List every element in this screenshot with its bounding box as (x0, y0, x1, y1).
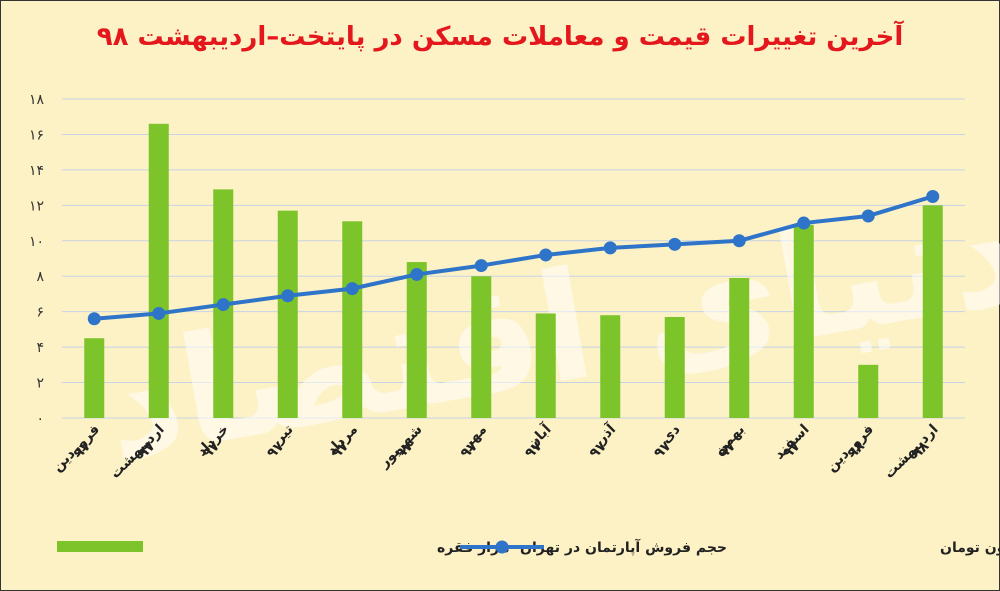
y-tick-label: ۱۸ (29, 92, 45, 108)
line-point (216, 298, 230, 312)
bar (858, 364, 879, 418)
line-point (797, 216, 811, 230)
y-tick-label: ۰ (36, 411, 44, 427)
line-point (281, 289, 295, 303)
bar (84, 338, 105, 418)
bar (535, 313, 556, 418)
line-point (668, 237, 682, 251)
line-point (926, 189, 940, 203)
line-point (732, 234, 746, 248)
bar (664, 316, 685, 418)
line-point (152, 306, 166, 320)
line-point (539, 248, 553, 262)
bar (406, 262, 427, 418)
legend-line-label: متوسط قیمت مسکن در تهران- مترمربع به میل… (940, 540, 1000, 556)
bar (148, 123, 169, 419)
y-tick-label: ۱۲ (29, 198, 44, 214)
y-tick-label: ۸ (36, 269, 44, 285)
bar (793, 224, 814, 418)
y-tick-label: ۱۴ (29, 163, 44, 179)
y-tick-label: ۴ (36, 340, 44, 356)
line-point (474, 259, 488, 273)
chart-title: آخرین تغییرات قیمت و معاملات مسکن در پای… (96, 22, 904, 52)
legend-bar-swatch (57, 541, 143, 552)
y-tick-label: ۱۶ (29, 127, 44, 143)
line-point (603, 241, 617, 255)
legend-bar-label: حجم فروش آپارتمان در تهران- هزار فقره (437, 538, 727, 556)
y-tick-label: ۲ (36, 376, 44, 392)
bar (277, 210, 298, 418)
bar (342, 221, 363, 418)
y-tick-label: ۶ (36, 305, 44, 321)
y-tick-label: ۱۰ (29, 234, 44, 250)
bar (922, 205, 943, 418)
line-point (87, 312, 101, 326)
bar (729, 277, 750, 418)
bar (600, 315, 621, 418)
bar (471, 276, 492, 418)
legend-line-marker (495, 540, 509, 554)
line-point (410, 267, 424, 281)
line-point (861, 209, 875, 223)
line-series (94, 194, 934, 321)
line-point (345, 282, 359, 296)
